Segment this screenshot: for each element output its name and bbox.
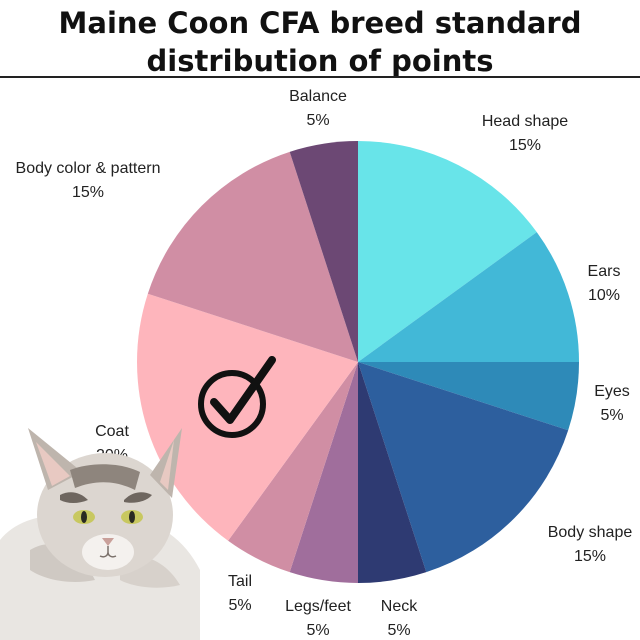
slice-label: Body color & pattern xyxy=(16,160,161,177)
pie-slices xyxy=(137,141,579,583)
chart-title: Maine Coon CFA breed standard distributi… xyxy=(0,4,640,80)
slice-label: Eyes xyxy=(594,383,630,400)
check-circle-icon xyxy=(198,356,276,438)
pie-slice-eyes xyxy=(358,362,579,431)
pie-slice-legs-feet xyxy=(289,362,358,583)
slice-value-label: 5% xyxy=(306,112,329,129)
slice-label: Balance xyxy=(289,88,347,105)
pie-slice-tail xyxy=(228,362,358,573)
chart-title-line-2: distribution of points xyxy=(146,44,494,78)
title-divider xyxy=(0,76,640,78)
slice-value-label: 15% xyxy=(574,548,606,565)
slice-value-label: 15% xyxy=(72,184,104,201)
slice-label: Neck xyxy=(381,598,418,615)
chart-title-line-1: Maine Coon CFA breed standard xyxy=(58,6,582,40)
maine-coon-cat-photo xyxy=(0,428,200,640)
pie-slice-body-color-pattern xyxy=(147,151,358,362)
slice-label: Ears xyxy=(588,263,621,280)
slice-value-label: 5% xyxy=(228,597,251,614)
pie-labels: Head shape 15% Ears 10% Eyes 5% Body shape 15% N… xyxy=(16,88,633,639)
slice-label: Body shape xyxy=(548,524,633,541)
pie-slice-body-shape xyxy=(358,362,569,573)
slice-value-label: 5% xyxy=(387,622,410,639)
slice-label: Legs/feet xyxy=(285,598,351,615)
slice-value-label: 15% xyxy=(509,137,541,154)
pie-slice-head-shape xyxy=(358,141,537,362)
slice-value-label: 5% xyxy=(306,622,329,639)
slice-value-label: 10% xyxy=(588,287,620,304)
slice-value-label: 5% xyxy=(600,407,623,424)
pie-slice-balance xyxy=(289,141,358,362)
slice-label: Head shape xyxy=(482,113,568,130)
pie-slice-neck xyxy=(358,362,427,583)
pie-slice-coat xyxy=(137,293,358,541)
slice-label: Tail xyxy=(228,573,252,590)
pie-slice-ears xyxy=(358,232,579,362)
slice-label: Coat xyxy=(95,423,129,440)
